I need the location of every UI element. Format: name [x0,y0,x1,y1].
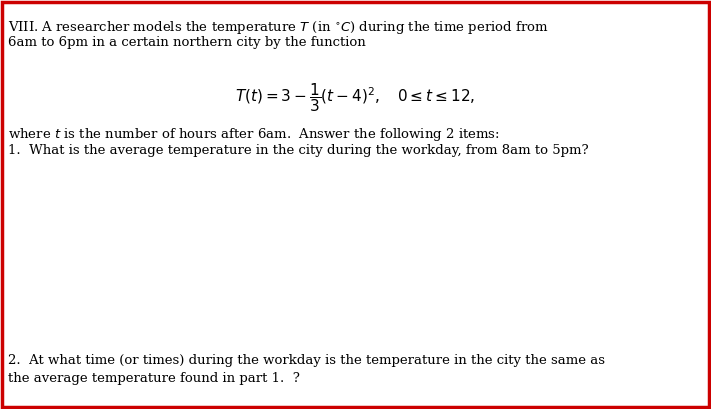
Text: 2.  At what time (or times) during the workday is the temperature in the city th: 2. At what time (or times) during the wo… [8,354,605,367]
Text: VIII. A researcher models the temperature $T$ (in $^{\circ}C$) during the time p: VIII. A researcher models the temperatur… [8,19,549,36]
Text: $T(t) = 3 - \dfrac{1}{3}(t-4)^2, \quad 0 \leq t \leq 12,$: $T(t) = 3 - \dfrac{1}{3}(t-4)^2, \quad 0… [235,81,475,114]
Text: where $t$ is the number of hours after 6am.  Answer the following 2 items:: where $t$ is the number of hours after 6… [8,126,500,143]
Text: the average temperature found in part 1.  ?: the average temperature found in part 1.… [8,372,300,385]
Text: 6am to 6pm in a certain northern city by the function: 6am to 6pm in a certain northern city by… [8,36,365,49]
Text: 1.  What is the average temperature in the city during the workday, from 8am to : 1. What is the average temperature in th… [8,144,589,157]
